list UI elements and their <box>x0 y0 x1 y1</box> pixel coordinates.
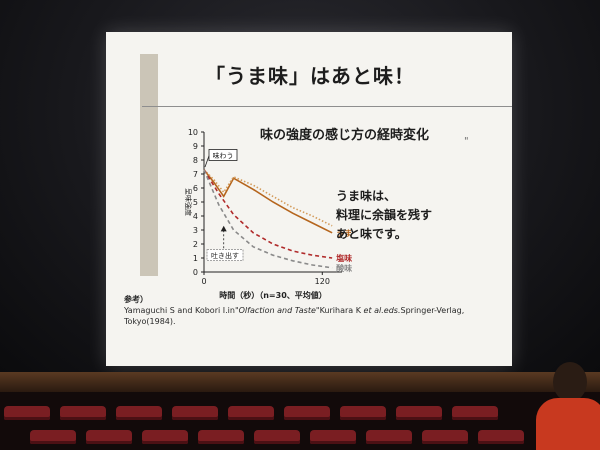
x-tick-label: 0 <box>201 277 206 286</box>
audience-member-head <box>553 362 587 402</box>
y-tick-label: 7 <box>193 170 198 179</box>
seat <box>142 430 188 444</box>
title-divider <box>142 106 512 107</box>
audience-member-body <box>536 398 600 450</box>
annotation-spit: 吐き出す <box>211 251 239 260</box>
series-line-2 <box>204 170 332 258</box>
y-tick-label: 5 <box>193 198 198 207</box>
y-tick-label: 1 <box>193 254 198 263</box>
series-line-0 <box>204 170 332 233</box>
y-tick-label: 2 <box>193 240 198 249</box>
umami-callout: うま味は、 料理に余韻を残す あと味です。 <box>336 187 432 244</box>
reference-publisher: Springer-Verlag, <box>401 306 465 315</box>
y-tick-label: 0 <box>193 268 198 277</box>
series-label-3: 酸味 <box>336 263 352 273</box>
y-tick-label: 10 <box>188 128 198 137</box>
y-tick-label: 4 <box>193 212 198 221</box>
seat <box>452 406 498 420</box>
callout-line-2: 料理に余韻を残す <box>336 206 432 225</box>
seat <box>60 406 106 420</box>
seat <box>116 406 162 420</box>
annotation-taste: 味わう <box>213 151 234 160</box>
seat <box>198 430 244 444</box>
chart-title: 味の強度の感じ方の経時変化 <box>260 124 429 143</box>
reference-editors: "Kurihara K <box>316 306 364 315</box>
annotation-pointer-taste <box>205 156 209 167</box>
seat <box>310 430 356 444</box>
reference-authors: Yamaguchi S and Kobori I.in" <box>124 306 239 315</box>
seat <box>396 406 442 420</box>
x-tick-label: 120 <box>315 277 330 286</box>
slide-title: 「うま味」はあと味！ <box>180 60 440 89</box>
seat <box>478 430 524 444</box>
audience-seats <box>0 392 600 450</box>
slide-side-band <box>140 54 158 276</box>
y-tick-label: 8 <box>193 156 198 165</box>
stage-edge <box>0 372 600 392</box>
seat <box>4 406 50 420</box>
y-tick-label: 3 <box>193 226 198 235</box>
series-label-2: 塩味 <box>336 253 352 263</box>
seat <box>30 430 76 444</box>
y-tick-label: 6 <box>193 184 198 193</box>
reference-line-2: Tokyo(1984). <box>124 316 504 327</box>
series-line-1 <box>204 170 332 226</box>
seat <box>86 430 132 444</box>
projection-screen: 「うま味」はあと味！ 0 1 2 3 4 5 6 7 8 9 10 0 120 呈味強度 時間（秒）（n=… <box>106 32 512 366</box>
reference-label: 参考） <box>124 294 504 305</box>
y-axis-label: 呈味強度 <box>184 188 193 216</box>
reference-book-title: Olfaction and Taste <box>239 306 316 315</box>
seat <box>366 430 412 444</box>
reference-line-1: Yamaguchi S and Kobori I.in"Olfaction an… <box>124 305 504 316</box>
quote-mark: " <box>464 136 469 147</box>
annotation-arrowhead <box>221 226 227 232</box>
seat <box>172 406 218 420</box>
seat <box>340 406 386 420</box>
y-tick-label: 9 <box>193 142 198 151</box>
seat <box>284 406 330 420</box>
seat <box>422 430 468 444</box>
callout-line-1: うま味は、 <box>336 187 432 206</box>
reference-block: 参考） Yamaguchi S and Kobori I.in"Olfactio… <box>124 294 504 327</box>
seat <box>254 430 300 444</box>
callout-line-3: あと味です。 <box>336 225 432 244</box>
seat <box>228 406 274 420</box>
reference-etal: et al.eds. <box>364 306 401 315</box>
